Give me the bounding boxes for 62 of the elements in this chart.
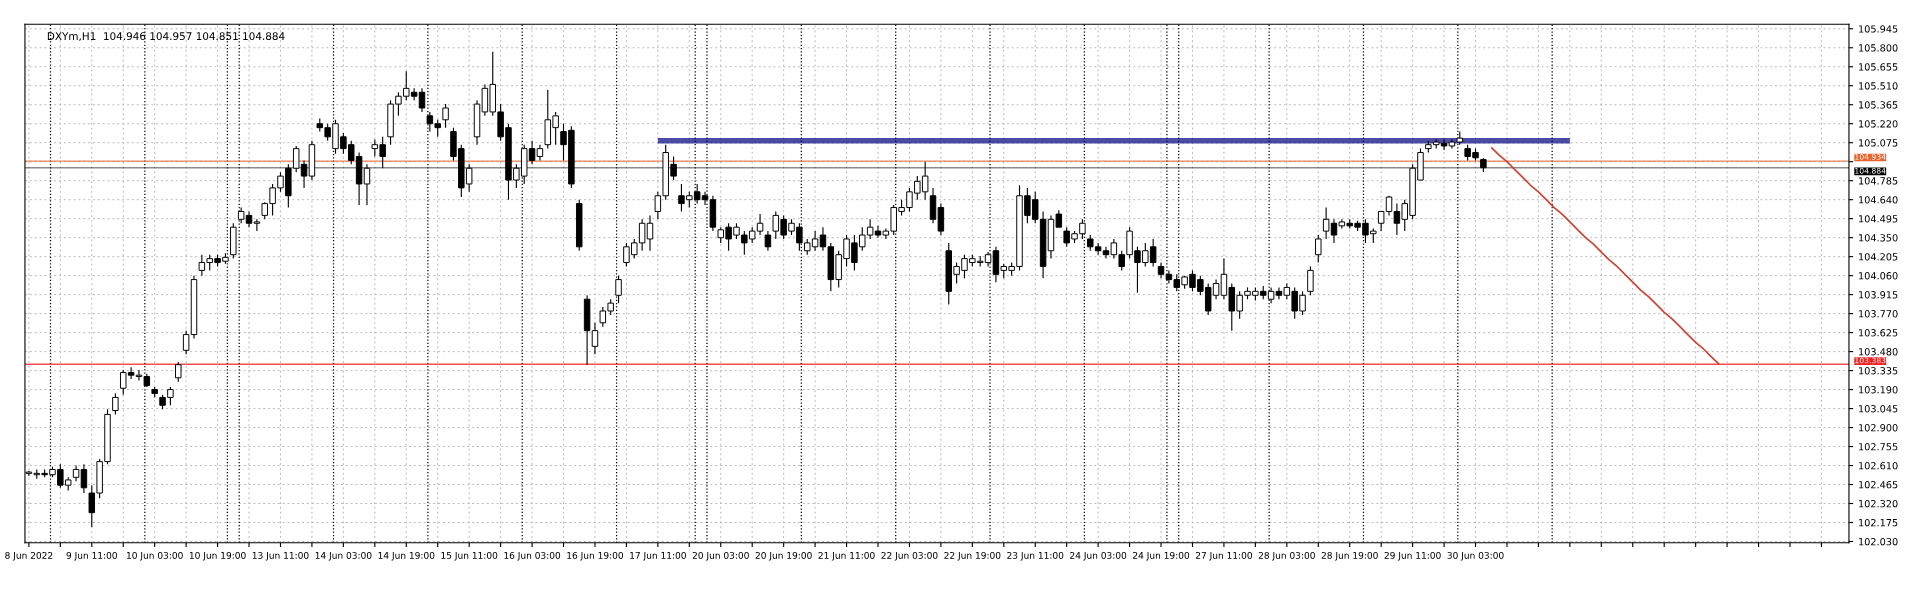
y-tick-label: 103.625 xyxy=(1859,329,1898,337)
y-tick-label: 102.465 xyxy=(1859,481,1898,489)
y-tick-label: 103.480 xyxy=(1859,348,1898,356)
candlestick xyxy=(764,230,772,252)
x-tick-label: 22 Jun 03:00 xyxy=(881,551,938,561)
y-tick-label: 102.755 xyxy=(1859,443,1898,451)
x-tick-label: 24 Jun 03:00 xyxy=(1070,551,1127,561)
x-tick-label: 20 Jun 03:00 xyxy=(692,551,749,561)
x-tick-label: 28 Jun 03:00 xyxy=(1258,551,1315,561)
y-tick-label: 105.075 xyxy=(1859,139,1898,147)
x-tick-label: 8 Jun 2022 xyxy=(5,551,53,561)
y-tick-label: 102.320 xyxy=(1859,499,1898,508)
x-tick-label: 23 Jun 11:00 xyxy=(1007,551,1064,561)
y-tick-label: 103.190 xyxy=(1859,386,1898,394)
x-tick-label: 28 Jun 19:00 xyxy=(1321,551,1378,561)
x-tick-label: 27 Jun 11:00 xyxy=(1195,551,1252,561)
candlestick xyxy=(80,463,88,494)
x-tick-label: 14 Jun 03:00 xyxy=(315,551,372,561)
y-tick-label: 105.365 xyxy=(1859,101,1898,109)
x-tick-label: 22 Jun 19:00 xyxy=(944,551,1001,561)
candlestick xyxy=(442,103,449,129)
x-tick-label: 15 Jun 11:00 xyxy=(441,551,498,561)
x-tick-label: 14 Jun 19:00 xyxy=(378,551,435,561)
x-tick-label: 10 Jun 03:00 xyxy=(127,551,183,561)
x-tick-label: 13 Jun 11:00 xyxy=(252,551,309,561)
y-tick-label: 102.610 xyxy=(1859,462,1898,470)
x-tick-label: 29 Jun 11:00 xyxy=(1384,551,1441,561)
y-tick-label: 104.205 xyxy=(1859,253,1898,261)
x-tick-label: 20 Jun 19:00 xyxy=(755,551,812,561)
y-tick-label: 104.785 xyxy=(1859,177,1898,185)
y-tick-label: 105.800 xyxy=(1859,44,1898,52)
candlestick xyxy=(591,322,599,355)
y-tick-label: 105.220 xyxy=(1859,120,1898,128)
y-tick-label: 103.335 xyxy=(1859,367,1898,375)
x-tick-label: 16 Jun 03:00 xyxy=(504,551,561,561)
x-tick-label: 10 Jun 19:00 xyxy=(189,551,246,561)
y-tick-label: 103.915 xyxy=(1859,291,1898,299)
y-tick-label: 103.770 xyxy=(1859,310,1898,318)
x-tick-label: 21 Jun 11:00 xyxy=(818,551,875,561)
y-tick-label: 105.510 xyxy=(1859,82,1898,90)
candlestick xyxy=(112,392,119,416)
y-tick-label: 105.945 xyxy=(1859,25,1898,33)
x-tick-label: 17 Jun 11:00 xyxy=(630,551,686,561)
y-tick-label: 102.030 xyxy=(1859,537,1898,546)
y-tick-label: 102.900 xyxy=(1859,424,1898,432)
y-tick-label: 104.495 xyxy=(1859,215,1898,223)
y-tick-label: 105.655 xyxy=(1859,63,1898,71)
x-tick-label: 30 Jun 03:00 xyxy=(1447,551,1504,561)
y-tick-label: 103.045 xyxy=(1859,405,1898,413)
line-series xyxy=(1490,146,1721,366)
text: DXYm,H1 104.946 104.957 104.851 104.884 xyxy=(47,32,285,42)
candlestick xyxy=(1315,234,1322,264)
x-tick-label: 24 Jun 19:00 xyxy=(1133,551,1190,561)
candlestick xyxy=(175,361,182,383)
candlestick xyxy=(1307,265,1314,296)
y-tick-label: 102.175 xyxy=(1859,518,1898,527)
y-tick-label: 104.350 xyxy=(1859,234,1898,242)
y-tick-label: 104.060 xyxy=(1859,272,1898,280)
x-tick-label: 16 Jun 19:00 xyxy=(567,551,624,561)
x-tick-label: 9 Jun 11:00 xyxy=(66,551,117,561)
y-tick-label: 104.640 xyxy=(1859,196,1898,204)
candlestick xyxy=(363,163,371,206)
